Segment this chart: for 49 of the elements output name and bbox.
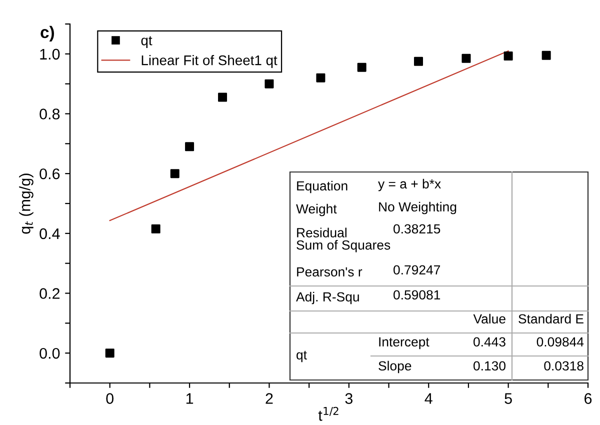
x-tick-label: 1	[186, 393, 194, 404]
point	[151, 224, 160, 234]
annotation: No Weighting	[379, 202, 456, 214]
annotation: Equation	[297, 180, 348, 194]
point	[264, 79, 274, 88]
annotation: Residual Sum of Squares	[296, 228, 390, 252]
y-tick-label: 0.8	[40, 108, 60, 120]
point	[462, 54, 471, 63]
annotation: Standard E	[518, 314, 584, 324]
annotation: 0.0318	[544, 361, 584, 371]
x-tick-label: 3	[345, 393, 352, 404]
annotation: y = a + b*x	[378, 178, 441, 192]
point	[218, 92, 228, 102]
annotation: Adj. R-Squ	[296, 292, 359, 304]
annotation: Intercept	[379, 337, 430, 350]
legend-label: Linear Fit of Sheet1 qt	[142, 55, 278, 68]
x-axis-title: t$^{1/2}$	[318, 406, 338, 421]
point	[105, 348, 114, 358]
x-tick-label: 5	[504, 393, 512, 404]
x-tick-label: 2	[266, 393, 273, 404]
point	[357, 62, 366, 72]
point	[170, 169, 180, 178]
point	[414, 56, 423, 66]
annotation: 0.79247	[394, 265, 440, 275]
y-axis-title: q$_{t}$ (mg/g)	[19, 174, 34, 234]
point	[504, 52, 513, 61]
point	[185, 142, 194, 152]
x-tick-label: 4	[424, 393, 432, 404]
annotation: Pearson's r	[297, 267, 362, 277]
x-tick-label: 0	[106, 393, 114, 404]
annotation: 0.59081	[394, 290, 440, 300]
point	[542, 50, 551, 60]
annotation: 0.130	[474, 361, 506, 371]
chart-title: c)	[40, 26, 54, 42]
annotation: Weight	[296, 204, 337, 216]
annotation: qt	[296, 350, 307, 362]
annotation: Slope	[378, 360, 412, 374]
annotation: 0.38215	[394, 224, 440, 234]
y-tick-label: 1.0	[40, 48, 60, 60]
annotation: 0.09844	[536, 337, 584, 347]
x-tick-label: 6	[584, 393, 592, 404]
y-tick-label: 0.2	[40, 288, 60, 299]
annotation: 0.443	[474, 337, 506, 347]
y-tick-label: 0.4	[40, 228, 60, 240]
y-tick-label: 0.6	[40, 168, 60, 180]
y-tick-label: 0.0	[40, 348, 60, 359]
annotation: Value	[473, 314, 506, 324]
point	[316, 73, 326, 82]
legend-label: qt	[141, 36, 152, 48]
